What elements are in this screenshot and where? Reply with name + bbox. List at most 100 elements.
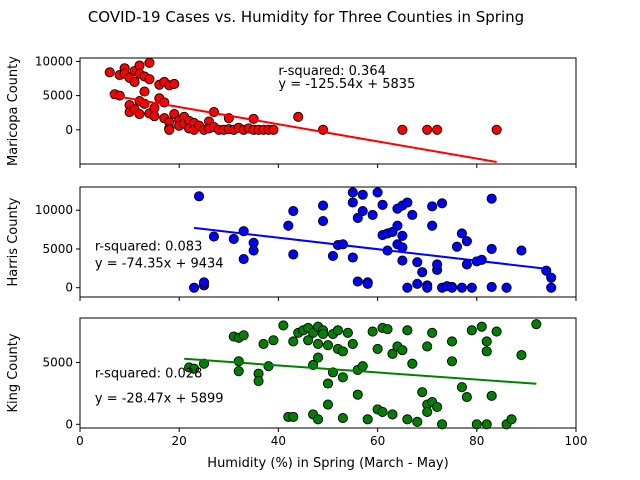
data-point bbox=[486, 390, 497, 401]
y-tick-label: 5000 bbox=[42, 242, 73, 256]
data-point bbox=[417, 267, 428, 278]
data-point bbox=[456, 382, 467, 393]
data-point bbox=[516, 245, 527, 256]
x-tick-label: 80 bbox=[469, 434, 484, 448]
data-point bbox=[104, 67, 115, 78]
data-point bbox=[283, 220, 294, 231]
data-point bbox=[193, 191, 205, 202]
data-point bbox=[288, 249, 299, 260]
data-point bbox=[466, 282, 477, 293]
chart-title: COVID-19 Cases vs. Humidity for Three Co… bbox=[88, 8, 524, 26]
y-axis-label: Maricopa County bbox=[6, 56, 21, 166]
subplot-3: 0 5000 0 20 40 60 80 100 King County r-squared: 0… bbox=[6, 317, 588, 448]
data-point bbox=[352, 276, 363, 287]
data-point bbox=[357, 189, 368, 200]
data-point bbox=[288, 336, 299, 347]
data-point bbox=[402, 414, 413, 425]
data-point bbox=[347, 338, 358, 350]
regression-line bbox=[109, 94, 497, 164]
y-tick-label: 10000 bbox=[35, 54, 73, 68]
data-point bbox=[352, 389, 363, 400]
data-point bbox=[129, 76, 140, 87]
data-point bbox=[402, 197, 413, 208]
data-point bbox=[357, 205, 368, 217]
data-point bbox=[313, 352, 324, 363]
data-point bbox=[357, 361, 368, 372]
data-point bbox=[139, 86, 150, 97]
data-point bbox=[481, 346, 492, 357]
data-point bbox=[531, 319, 542, 330]
data-point bbox=[456, 282, 467, 293]
data-point bbox=[144, 74, 155, 85]
y-tick-label: 0 bbox=[65, 281, 73, 295]
data-point bbox=[198, 277, 210, 288]
data-point bbox=[427, 220, 438, 231]
subplot-2: 0 5000 10000 Harris County r-squared: 0.083 y… bbox=[6, 186, 577, 301]
data-point bbox=[422, 341, 433, 352]
data-point bbox=[481, 336, 492, 347]
data-point bbox=[432, 124, 443, 135]
data-point bbox=[263, 361, 274, 372]
data-point bbox=[198, 358, 210, 369]
data-point bbox=[397, 230, 408, 241]
data-point bbox=[337, 372, 348, 383]
data-point bbox=[392, 220, 403, 231]
data-point bbox=[367, 326, 378, 337]
data-point bbox=[347, 187, 358, 198]
data-point bbox=[402, 282, 413, 293]
data-point bbox=[258, 338, 269, 350]
data-point bbox=[372, 343, 383, 354]
data-point bbox=[367, 209, 378, 220]
data-point bbox=[446, 356, 458, 367]
data-point bbox=[412, 416, 423, 427]
y-tick-label: 0 bbox=[65, 123, 73, 137]
data-point bbox=[164, 124, 175, 135]
y-axis-label: Harris County bbox=[6, 197, 21, 286]
data-point bbox=[189, 363, 200, 374]
y-tick-label: 5000 bbox=[42, 355, 73, 369]
data-point bbox=[313, 338, 324, 350]
data-point bbox=[248, 245, 259, 256]
data-point bbox=[288, 411, 299, 422]
data-point bbox=[427, 327, 438, 338]
data-point bbox=[372, 187, 383, 198]
plot-frame bbox=[79, 317, 577, 429]
y-tick-label: 5000 bbox=[42, 89, 73, 103]
data-point bbox=[332, 325, 343, 336]
x-tick-label: 60 bbox=[370, 434, 385, 448]
data-point bbox=[412, 278, 423, 289]
x-tick-label: 0 bbox=[76, 434, 84, 448]
data-point bbox=[253, 375, 264, 387]
data-point bbox=[317, 329, 329, 340]
data-point bbox=[486, 281, 497, 292]
annotation-r-squared: r-squared: 0.083 bbox=[95, 240, 202, 255]
data-point bbox=[402, 325, 413, 336]
data-point bbox=[134, 109, 145, 120]
data-point bbox=[546, 272, 557, 283]
data-point bbox=[387, 409, 398, 420]
data-point bbox=[313, 414, 324, 425]
data-point bbox=[322, 399, 334, 410]
data-point bbox=[437, 419, 448, 430]
x-tick-label: 100 bbox=[565, 434, 588, 448]
data-point bbox=[546, 282, 557, 293]
data-point bbox=[422, 406, 433, 417]
data-point bbox=[362, 414, 373, 425]
data-point bbox=[486, 193, 497, 204]
data-point bbox=[422, 282, 433, 293]
data-point bbox=[486, 243, 497, 255]
data-point bbox=[288, 205, 299, 217]
y-axis-label: King County bbox=[6, 333, 21, 412]
annotation-equation: y = -28.47x + 5899 bbox=[95, 391, 224, 406]
data-point bbox=[407, 209, 418, 220]
data-point bbox=[501, 282, 512, 293]
data-point bbox=[233, 356, 244, 367]
data-point bbox=[427, 201, 438, 212]
data-point bbox=[337, 346, 348, 357]
annotation-r-squared: r-squared: 0.364 bbox=[278, 64, 385, 79]
annotation-equation: y = -74.35x + 9434 bbox=[95, 257, 224, 272]
data-point bbox=[397, 255, 408, 266]
data-point bbox=[407, 358, 418, 369]
data-point bbox=[169, 78, 180, 90]
